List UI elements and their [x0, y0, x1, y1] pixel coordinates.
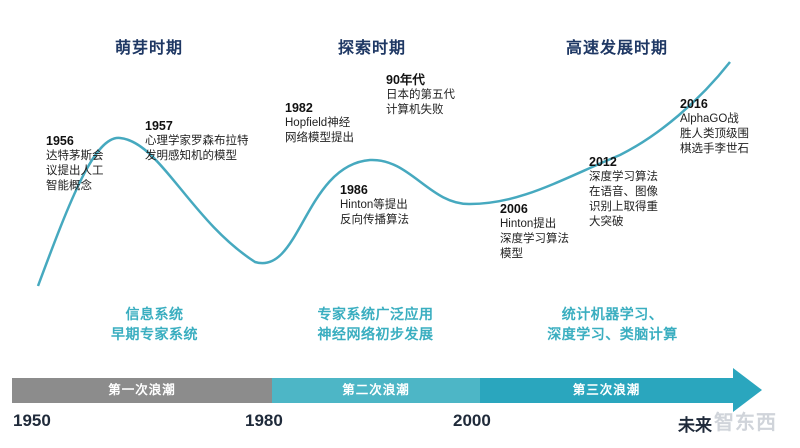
timeline-arrowhead: [733, 368, 762, 412]
event-desc: 达特茅斯会 议提出人工 智能概念: [46, 150, 104, 192]
event-1990s: 90年代 日本的第五代 计算机失败: [386, 73, 455, 118]
axis-label-future: 未来: [678, 416, 712, 435]
event-year: 2006: [500, 202, 528, 216]
wave-label-2: 第二次浪潮: [342, 383, 410, 397]
event-desc: AlphaGO战 胜人类顶级围 棋选手李世石: [680, 113, 749, 155]
axis-label-1950: 1950: [13, 411, 51, 430]
event-1986: 1986 Hinton等提出 反向传播算法: [340, 183, 409, 228]
event-desc: Hinton等提出 反向传播算法: [340, 199, 409, 226]
development-curve: [36, 61, 731, 287]
event-desc: Hinton提出 深度学习算法 模型: [500, 218, 569, 260]
category-wave-1: 信息系统 早期专家系统: [111, 306, 198, 342]
event-desc: 心理学家罗森布拉特 发明感知机的模型: [145, 135, 249, 162]
event-2012: 2012 深度学习算法 在语音、图像 识别上取得重 大突破: [589, 155, 658, 230]
period-title-sprout: 萌芽时期: [115, 40, 184, 57]
event-1956: 1956 达特茅斯会 议提出人工 智能概念: [46, 134, 104, 194]
wave-band-2: [272, 378, 480, 403]
event-desc: 深度学习算法 在语音、图像 识别上取得重 大突破: [589, 171, 658, 228]
wave-label-3: 第三次浪潮: [572, 383, 641, 397]
event-1982: 1982 Hopfield神经 网络模型提出: [285, 101, 354, 146]
axis-label-1980: 1980: [245, 411, 283, 430]
axis-label-2000: 2000: [453, 411, 491, 430]
event-year: 1982: [285, 101, 313, 115]
event-year: 1986: [340, 183, 368, 197]
wave-label-1: 第一次浪潮: [108, 383, 176, 397]
event-year: 1957: [145, 119, 173, 133]
wave-band-3: [480, 378, 733, 403]
wave-band-1: [12, 378, 272, 403]
event-2016: 2016 AlphaGO战 胜人类顶级围 棋选手李世石: [680, 97, 749, 157]
event-desc: 日本的第五代 计算机失败: [386, 89, 455, 116]
watermark-logo: 智东西: [714, 412, 777, 434]
event-1957: 1957 心理学家罗森布拉特 发明感知机的模型: [145, 119, 249, 164]
event-desc: Hopfield神经 网络模型提出: [285, 117, 354, 144]
period-title-explore: 探索时期: [338, 40, 407, 57]
event-year: 2016: [680, 97, 708, 111]
event-year: 2012: [589, 155, 617, 169]
event-2006: 2006 Hinton提出 深度学习算法 模型: [500, 202, 569, 262]
category-wave-2: 专家系统广泛应用 神经网络初步发展: [317, 306, 434, 342]
event-year: 90年代: [386, 73, 425, 87]
event-year: 1956: [46, 134, 74, 148]
category-wave-3: 统计机器学习、 深度学习、类脑计算: [547, 306, 678, 342]
period-title-rapid: 高速发展时期: [566, 40, 669, 57]
